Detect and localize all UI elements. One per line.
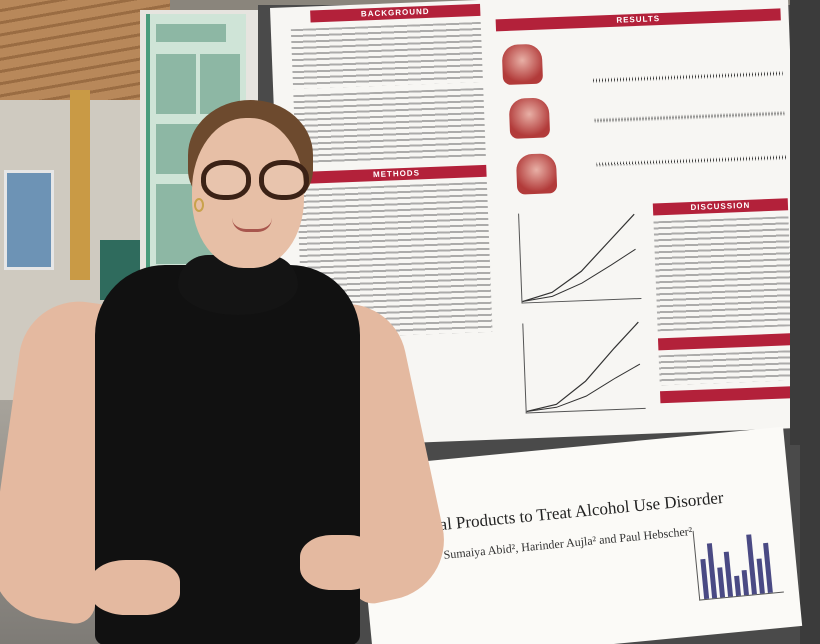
yellow-pillar <box>70 90 90 280</box>
lens-right <box>259 160 309 200</box>
line-chart <box>522 318 646 414</box>
right-hand <box>300 535 380 590</box>
earring <box>194 198 204 212</box>
smile <box>232 218 272 232</box>
line-chart-plot <box>522 213 636 303</box>
left-hand <box>90 560 180 615</box>
research-poster: BACKGROUND RESULTS METHODS DISCUSSION <box>270 0 805 448</box>
line-chart-plot <box>526 321 641 413</box>
glasses <box>193 160 315 206</box>
lens-left <box>201 160 251 200</box>
line-chart <box>518 209 642 304</box>
window <box>4 170 54 270</box>
